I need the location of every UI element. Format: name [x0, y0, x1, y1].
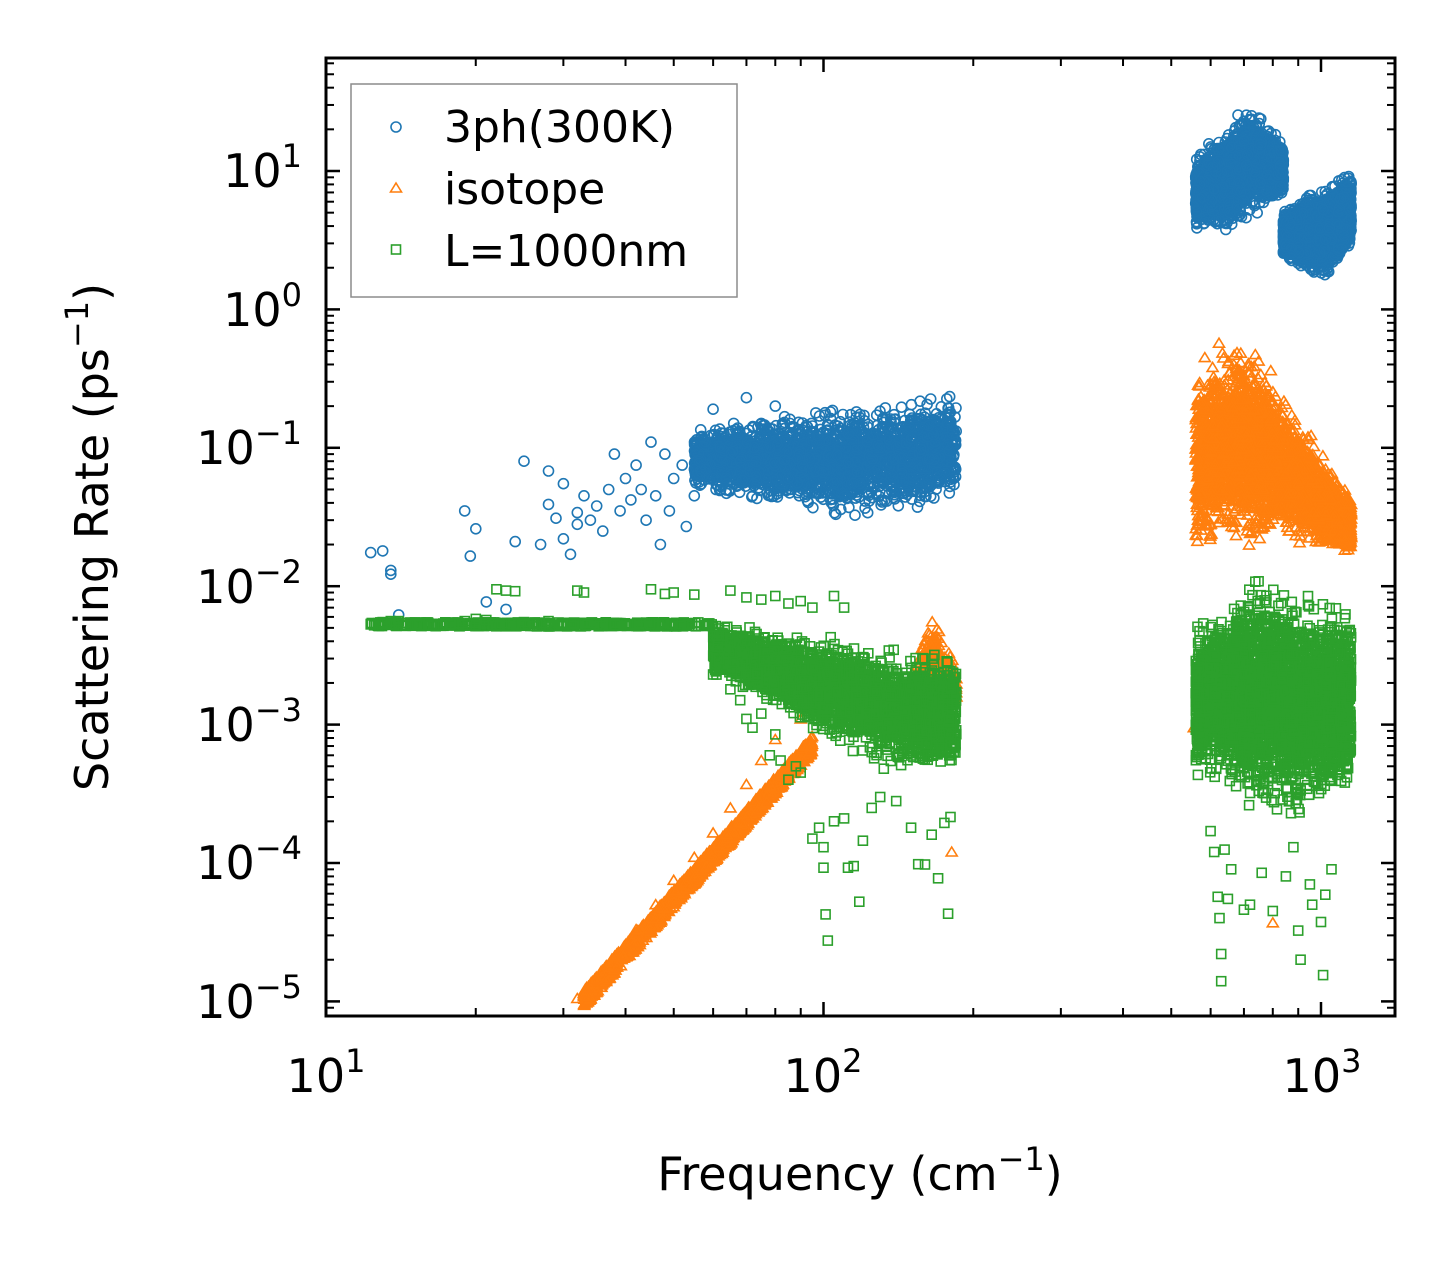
data-point	[849, 509, 861, 522]
data-series-layer	[364, 109, 1359, 1011]
data-point	[895, 401, 908, 414]
data-point	[837, 408, 849, 421]
data-point	[940, 393, 953, 405]
data-point	[943, 487, 956, 499]
data-point	[943, 390, 956, 403]
series-3ph-300k-	[364, 109, 1357, 621]
data-point	[892, 499, 905, 512]
data-point	[828, 506, 841, 519]
